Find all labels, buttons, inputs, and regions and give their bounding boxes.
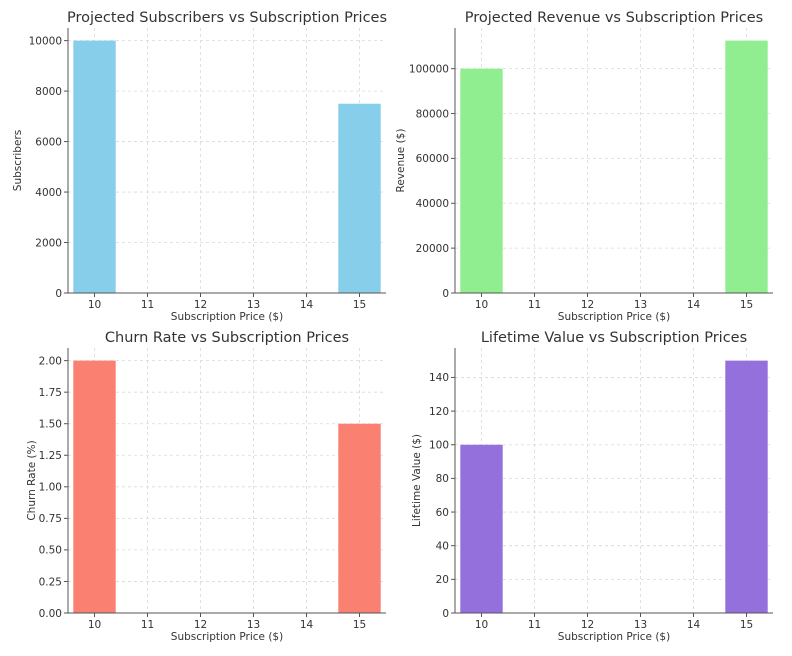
bar [73, 40, 116, 293]
y-tick-label: 2.00 [39, 355, 62, 367]
x-tick-label: 15 [740, 619, 753, 631]
y-tick-label: 80 [436, 473, 449, 485]
y-tick-label: 100000 [409, 63, 449, 75]
chart-title: Churn Rate vs Subscription Prices [105, 330, 349, 346]
y-tick-label: 40000 [416, 198, 449, 210]
x-axis-label: Subscription Price ($) [558, 631, 670, 643]
y-tick-label: 0 [442, 608, 449, 620]
bar [73, 360, 116, 613]
x-tick-label: 14 [300, 299, 314, 311]
x-axis-label: Subscription Price ($) [171, 631, 283, 643]
y-tick-label: 80000 [416, 108, 449, 120]
y-tick-label: 0.50 [39, 545, 62, 557]
y-tick-label: 0 [442, 288, 449, 300]
x-tick-label: 11 [528, 299, 541, 311]
bar [725, 40, 768, 293]
y-tick-label: 100 [429, 440, 449, 452]
y-axis-label: Lifetime Value ($) [411, 434, 423, 527]
x-tick-label: 13 [634, 299, 647, 311]
x-tick-label: 14 [687, 619, 701, 631]
chart-title: Projected Revenue vs Subscription Prices [465, 10, 763, 26]
x-tick-label: 11 [141, 619, 154, 631]
y-tick-label: 1.50 [39, 419, 62, 431]
y-tick-label: 4000 [35, 187, 62, 199]
x-axis-label: Subscription Price ($) [558, 311, 670, 323]
x-tick-label: 12 [194, 619, 207, 631]
x-axis-label: Subscription Price ($) [171, 311, 283, 323]
y-tick-label: 40 [436, 540, 449, 552]
x-tick-label: 12 [194, 299, 207, 311]
x-tick-label: 10 [88, 299, 101, 311]
x-tick-label: 15 [353, 299, 366, 311]
x-tick-label: 11 [141, 299, 154, 311]
x-tick-label: 13 [247, 619, 260, 631]
chart-panel-4: 0 20 40 60 80 100 120 140 10 11 12 13 14 15 Lifetime V… [411, 330, 773, 643]
x-tick-label: 14 [687, 299, 701, 311]
y-tick-label: 0.75 [39, 513, 62, 525]
y-axis-label: Revenue ($) [395, 129, 407, 193]
x-tick-label: 13 [634, 619, 647, 631]
y-tick-label: 6000 [35, 136, 62, 148]
bar [725, 360, 768, 613]
x-tick-label: 14 [300, 619, 314, 631]
y-tick-label: 2000 [35, 237, 62, 249]
x-tick-label: 10 [475, 619, 488, 631]
y-tick-label: 60 [436, 507, 449, 519]
x-tick-label: 11 [528, 619, 541, 631]
x-tick-label: 15 [740, 299, 753, 311]
chart-title: Projected Subscribers vs Subscription Pr… [67, 10, 387, 26]
y-tick-label: 20000 [416, 243, 449, 255]
y-tick-label: 0.00 [39, 608, 62, 620]
bar [460, 68, 503, 293]
chart-panel-2: 0 20000 40000 60000 80000 100000 10 11 12 13 14 15 P… [395, 10, 773, 323]
x-tick-label: 13 [247, 299, 260, 311]
y-tick-label: 60000 [416, 153, 449, 165]
y-axis-label: Churn Rate (%) [26, 440, 38, 520]
chart-panel-1: 0 2000 4000 6000 8000 10000 10 11 12 13 14 15 Projec… [12, 10, 387, 323]
x-tick-label: 15 [353, 619, 366, 631]
x-tick-label: 10 [475, 299, 488, 311]
y-tick-label: 120 [429, 406, 449, 418]
y-tick-label: 20 [436, 574, 449, 586]
x-tick-label: 12 [581, 619, 594, 631]
y-tick-label: 8000 [35, 86, 62, 98]
y-axis-label: Subscribers [12, 130, 24, 191]
y-tick-label: 1.00 [39, 482, 62, 494]
bar [338, 423, 381, 613]
y-tick-label: 0.25 [39, 576, 62, 588]
chart-title: Lifetime Value vs Subscription Prices [481, 330, 747, 346]
chart-panel-3: 0.00 0.25 0.50 0.75 1.00 1.25 1.50 1.75 2.00 10 11… [26, 330, 386, 643]
x-tick-label: 10 [88, 619, 101, 631]
x-tick-label: 12 [581, 299, 594, 311]
y-tick-label: 10000 [29, 35, 62, 47]
y-tick-label: 0 [55, 288, 62, 300]
bar [460, 444, 503, 613]
y-tick-label: 1.25 [39, 450, 62, 462]
bar [338, 103, 381, 293]
y-tick-label: 1.75 [39, 387, 62, 399]
y-tick-label: 140 [429, 372, 449, 384]
